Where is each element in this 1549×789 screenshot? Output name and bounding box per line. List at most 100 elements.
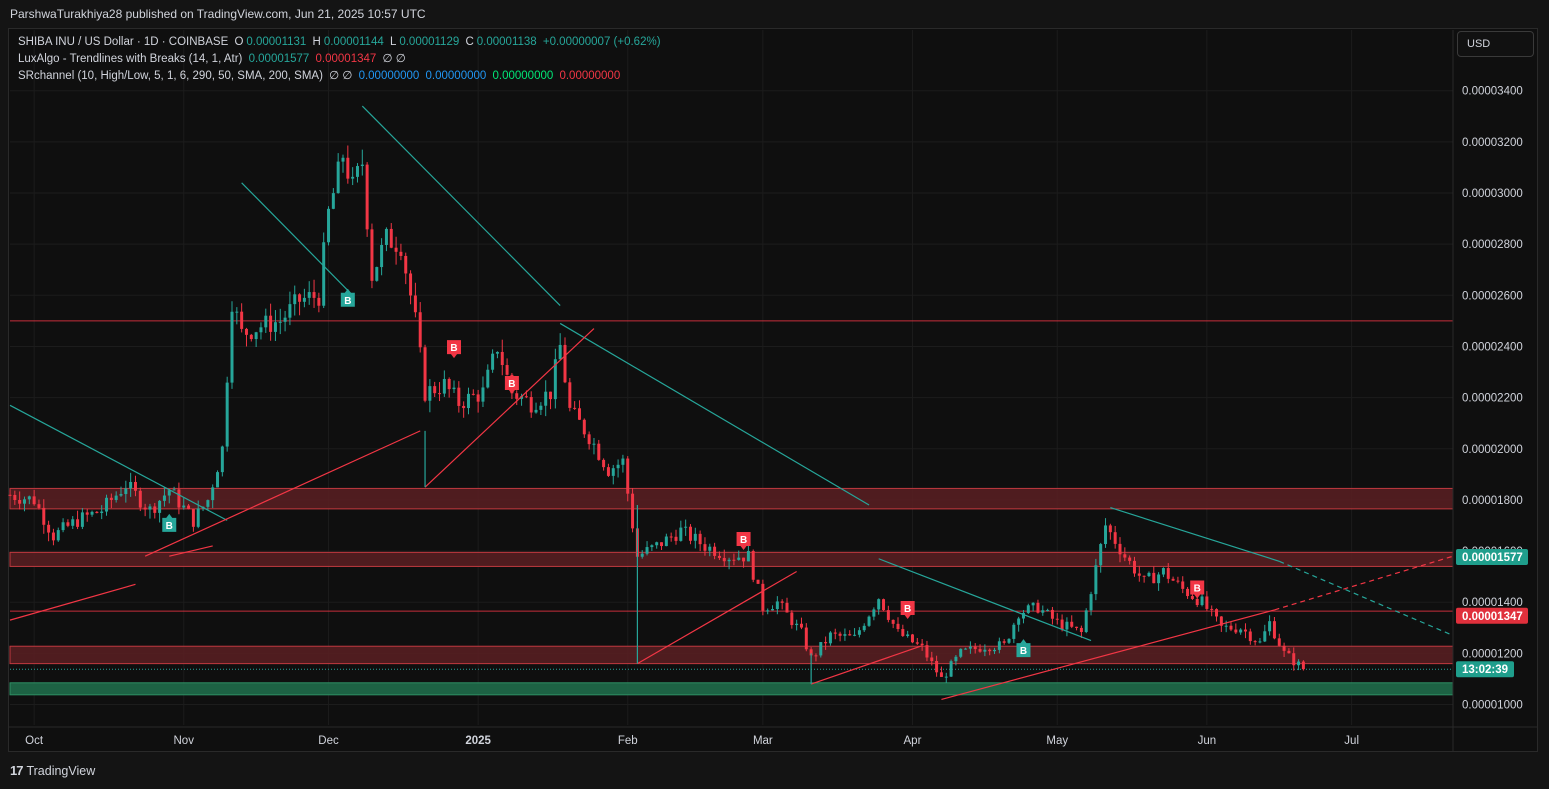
candle-up xyxy=(273,322,277,332)
candle-down xyxy=(457,387,461,406)
candle-down xyxy=(1137,573,1141,576)
candles xyxy=(8,145,1305,683)
indicator-2-name[interactable]: SRchannel (10, High/Low, 5, 1, 6, 290, 5… xyxy=(18,70,323,82)
candle-down xyxy=(394,247,398,252)
candle-up xyxy=(355,166,359,177)
candle-down xyxy=(187,505,191,510)
candle-down xyxy=(109,497,113,500)
candle-up xyxy=(857,630,861,635)
candle-down xyxy=(901,629,905,636)
candle-down xyxy=(133,481,137,491)
candle-down xyxy=(1132,560,1136,574)
break-label-shape xyxy=(162,513,177,532)
resistance-zone xyxy=(9,551,1454,567)
candle-down xyxy=(1050,609,1054,619)
candle-up xyxy=(997,641,1001,650)
candle-down xyxy=(13,494,17,500)
break-label-up: B xyxy=(162,513,177,532)
candle-up xyxy=(230,311,234,383)
candle-down xyxy=(1272,621,1276,639)
open-label: O xyxy=(234,36,244,48)
symbol-name[interactable]: SHIBA INU / US Dollar · 1D · COINBASE xyxy=(18,36,229,48)
candle-up xyxy=(534,409,538,413)
price-tick-label: 0.00003000 xyxy=(1462,188,1523,200)
candle-up xyxy=(983,649,987,652)
candle-down xyxy=(790,612,794,626)
candle-down xyxy=(582,419,586,435)
candle-down xyxy=(1075,626,1079,628)
time-tick-label: Mar xyxy=(753,735,773,747)
candle-up xyxy=(162,495,166,501)
candle-down xyxy=(920,643,924,646)
candle-down xyxy=(742,557,746,562)
break-label-text: B xyxy=(166,521,173,532)
tradingview-brand: TradingView xyxy=(26,763,96,778)
candle-up xyxy=(993,649,997,652)
candle-down xyxy=(47,524,51,533)
footer-brand[interactable]: 17 TradingView xyxy=(10,763,95,778)
low-label: L xyxy=(389,36,397,48)
price-axis-label: 0.00001577 xyxy=(1456,548,1528,565)
candle-down xyxy=(191,509,195,527)
chart-legend: SHIBA INU / US Dollar · 1D · COINBASE O 0… xyxy=(18,34,664,85)
candle-up xyxy=(1200,596,1204,606)
currency-button[interactable]: USD xyxy=(1457,31,1534,57)
break-label-shape xyxy=(736,531,751,550)
candle-up xyxy=(129,481,133,489)
candle-up xyxy=(327,208,331,243)
candle-down xyxy=(1219,616,1223,626)
candle-down xyxy=(606,467,610,476)
candle-down xyxy=(1253,641,1257,643)
time-axis: Oct Nov Dec 2025 Feb Mar Apr May Jun Jul xyxy=(8,726,1538,747)
candle-down xyxy=(1181,581,1185,589)
trendline-teal xyxy=(1110,507,1280,562)
candle-up xyxy=(225,382,229,447)
price-tick-label: 0.00002400 xyxy=(1462,341,1523,353)
candle-up xyxy=(216,472,220,488)
price-axis-label-text: 0.00001347 xyxy=(1462,611,1523,623)
price-tick-label: 0.00002800 xyxy=(1462,239,1523,251)
candle-down xyxy=(1234,629,1238,633)
candle-down xyxy=(433,386,437,394)
candle-up xyxy=(655,542,659,546)
break-label-down: B xyxy=(736,531,751,550)
trendline-red xyxy=(637,571,797,665)
break-label-text: B xyxy=(740,535,747,546)
candle-up xyxy=(336,161,340,194)
indicator-1-name[interactable]: LuxAlgo - Trendlines with Breaks (14, 1,… xyxy=(18,53,243,65)
candle-up xyxy=(968,646,972,649)
break-label-text: B xyxy=(508,379,515,390)
indicator-1-value-2: 0.00001347 xyxy=(315,53,377,65)
price-tick-label: 0.00001000 xyxy=(1462,700,1523,712)
break-labels: B B B B B B B B xyxy=(162,288,1205,658)
break-label-up: B xyxy=(1016,639,1031,658)
candle-up xyxy=(61,522,65,531)
candle-up xyxy=(645,547,649,554)
candle-up xyxy=(775,601,779,610)
chart-frame[interactable] xyxy=(8,28,1538,752)
candle-down xyxy=(1113,532,1117,544)
trendline-red xyxy=(424,328,595,488)
candle-up xyxy=(1268,621,1272,632)
candle-up xyxy=(302,297,306,302)
candle-down xyxy=(1079,627,1083,633)
candle-down xyxy=(515,393,519,399)
candle-up xyxy=(819,642,823,656)
candle-down xyxy=(1128,557,1132,561)
candle-down xyxy=(568,382,572,408)
candle-up xyxy=(481,387,485,402)
indicator-1-tail: ∅ ∅ xyxy=(382,53,406,65)
candle-down xyxy=(910,634,914,643)
price-tick-label: 0.00002000 xyxy=(1462,444,1523,456)
candle-up xyxy=(1239,629,1243,633)
break-label-shape xyxy=(1016,639,1031,658)
candle-up xyxy=(196,508,200,527)
candle-up xyxy=(114,495,118,500)
candle-down xyxy=(42,507,46,525)
time-tick-label: Apr xyxy=(904,735,922,747)
candle-up xyxy=(341,157,345,162)
price-axis-label-bg xyxy=(1456,548,1528,565)
candle-up xyxy=(307,292,311,298)
candle-up xyxy=(322,242,326,306)
